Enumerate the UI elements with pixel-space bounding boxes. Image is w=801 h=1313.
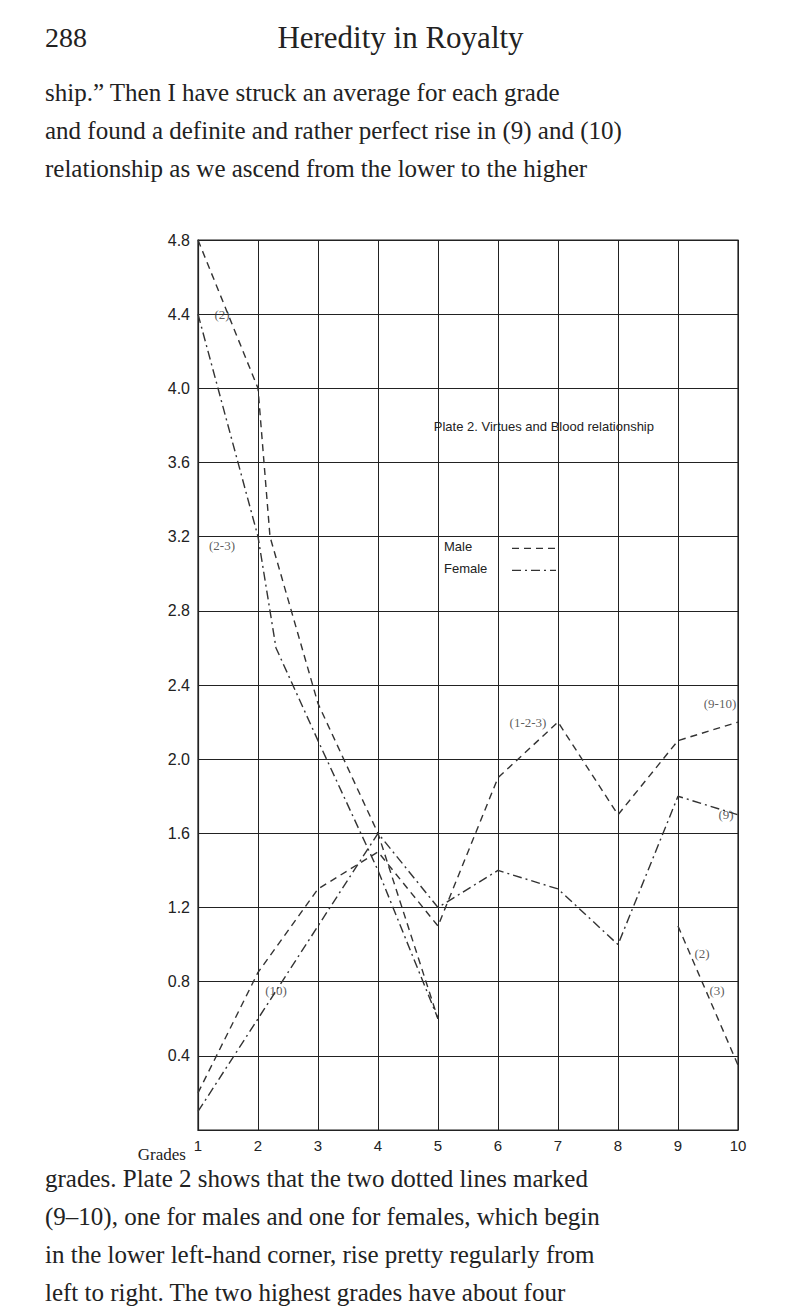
svg-text:3: 3 [314, 1137, 322, 1154]
svg-text:(2): (2) [694, 946, 709, 961]
svg-text:1.2: 1.2 [168, 899, 190, 916]
svg-text:7: 7 [554, 1137, 562, 1154]
svg-text:6: 6 [494, 1137, 502, 1154]
svg-text:(10): (10) [265, 983, 287, 998]
html-text:(9–10), one for males and one: (9–10), one for males and one for female… [45, 1203, 600, 1230]
svg-text:0.4: 0.4 [168, 1047, 190, 1064]
svg-text:5: 5 [434, 1137, 442, 1154]
svg-text:2.0: 2.0 [168, 751, 190, 768]
svg-text:3.6: 3.6 [168, 454, 190, 471]
svg-text:0.8: 0.8 [168, 973, 190, 990]
svg-text:(3): (3) [709, 983, 724, 998]
html-text:relationship as we ascend from: relationship as we ascend from the lower… [45, 155, 588, 182]
svg-text:Plate 2. Virtues and Blood rel: Plate 2. Virtues and Blood relationship [434, 419, 654, 434]
html-text:ship.” Then I have struck an a: ship.” Then I have struck an average for… [45, 79, 560, 106]
svg-text:(2): (2) [214, 307, 229, 322]
svg-text:2: 2 [254, 1137, 262, 1154]
svg-text:4.8: 4.8 [168, 232, 190, 249]
svg-text:8: 8 [614, 1137, 622, 1154]
svg-text:Grades: Grades [138, 1145, 186, 1164]
svg-text:4.4: 4.4 [168, 306, 190, 323]
svg-text:1: 1 [194, 1137, 202, 1154]
html-text:Heredity in Royalty: Heredity in Royalty [277, 20, 524, 55]
svg-text:(2-3): (2-3) [209, 538, 235, 553]
svg-text:(9): (9) [718, 807, 733, 822]
svg-text:4.0: 4.0 [168, 380, 190, 397]
svg-text:9: 9 [674, 1137, 682, 1154]
svg-text:Male: Male [444, 539, 472, 554]
svg-text:3.2: 3.2 [168, 528, 190, 545]
html-text:left to right. The two highest: left to right. The two highest grades ha… [45, 1279, 566, 1306]
svg-text:2.8: 2.8 [168, 602, 190, 619]
html-text:in the lower left-hand corner,: in the lower left-hand corner, rise pret… [45, 1241, 595, 1268]
svg-text:(1-2-3): (1-2-3) [510, 715, 547, 730]
svg-text:1.6: 1.6 [168, 825, 190, 842]
svg-text:10: 10 [730, 1137, 747, 1154]
svg-text:4: 4 [374, 1137, 382, 1154]
svg-text:(9-10): (9-10) [704, 696, 737, 711]
html-text:288: 288 [45, 22, 87, 53]
html-text:and found a definite and rathe: and found a definite and rather perfect … [45, 117, 622, 144]
svg-text:Female: Female [444, 561, 487, 576]
svg-text:2.4: 2.4 [168, 677, 190, 694]
html-text:grades. Plate 2 shows that the: grades. Plate 2 shows that the two dotte… [45, 1165, 588, 1192]
